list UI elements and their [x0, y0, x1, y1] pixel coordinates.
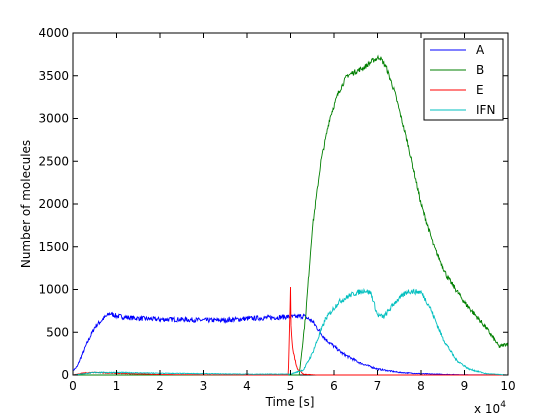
y-tick-label: 2500	[38, 154, 69, 168]
x-tick-label: 10	[500, 379, 515, 393]
x-tick-label: 8	[417, 379, 425, 393]
x-tick-label: 0	[69, 379, 77, 393]
legend-label-ifn: IFN	[476, 103, 495, 117]
x-tick-label: 7	[374, 379, 382, 393]
y-tick-label: 4000	[38, 26, 69, 40]
x-tick-label: 2	[156, 379, 164, 393]
x-tick-label: 9	[461, 379, 469, 393]
ticks-layer: 0 1 2 3 4 5 6 7 8 9 10 0 500 1000 1500 2000 2500 3000 3500…	[38, 26, 515, 393]
series-line-e	[72, 287, 508, 376]
y-tick-label: 500	[46, 325, 69, 339]
legend-label-a: A	[476, 43, 485, 57]
x-axis-multiplier: x 104	[474, 400, 506, 416]
x-tick-label: 3	[200, 379, 208, 393]
legend: ABE IFN	[423, 38, 504, 121]
y-tick-label: 1000	[38, 283, 69, 297]
x-tick-label: 4	[243, 379, 251, 393]
x-multiplier-exponent: 4	[500, 400, 506, 410]
x-axis-label: Time [s]	[265, 395, 315, 409]
y-tick-label: 3000	[38, 112, 69, 126]
y-tick-label: 3500	[38, 69, 69, 83]
y-tick-label: 2000	[38, 197, 69, 211]
legend-box	[423, 38, 504, 121]
y-tick-label: 0	[61, 368, 69, 382]
x-tick-label: 6	[330, 379, 338, 393]
x-multiplier-base: x 10	[474, 402, 500, 416]
legend-label-b: B	[476, 63, 484, 77]
y-tick-label: 1500	[38, 240, 69, 254]
y-axis-label: Number of molecules	[19, 140, 33, 268]
legend-label-e: E	[476, 83, 484, 97]
x-tick-label: 5	[287, 379, 295, 393]
x-tick-label: 1	[113, 379, 121, 393]
